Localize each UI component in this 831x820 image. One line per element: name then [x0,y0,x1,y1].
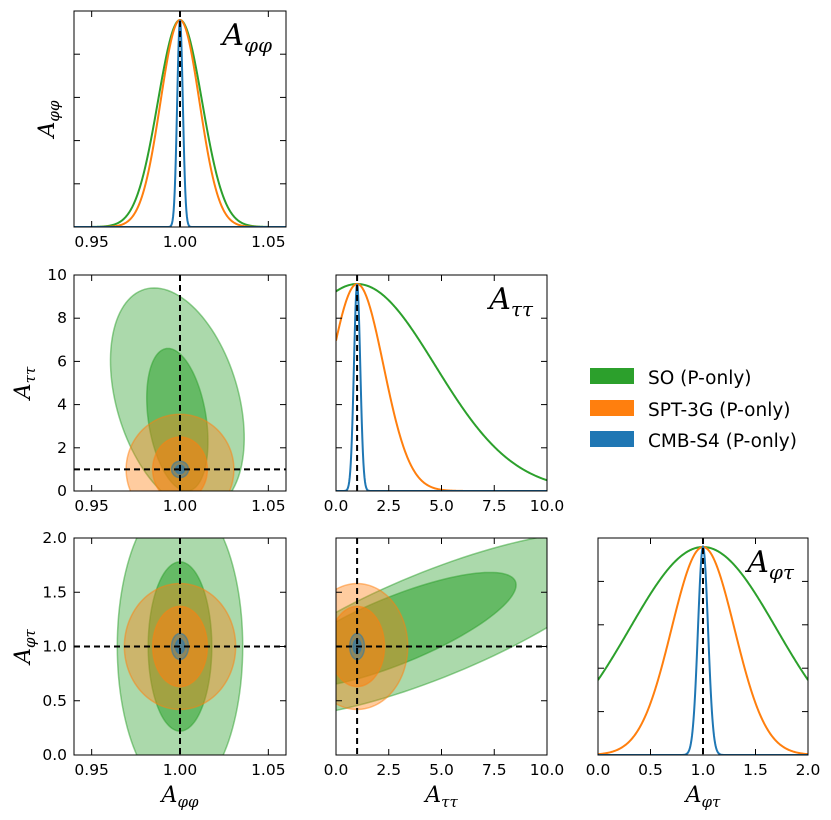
panel-phitau-vs-tautau: 0.0 2.5 5.0 7.5 10.0 Aττ [324,537,565,811]
x-tick-label: 0.95 [74,497,109,515]
legend: SO (P-only) SPT-3G (P-only) CMB-S4 (P-on… [590,368,797,452]
x-tick-label: 0.0 [586,761,611,779]
axes-frame [73,10,287,228]
legend-swatch-cmbs4 [590,431,634,447]
legend-swatch-so [590,368,634,384]
series-so [336,283,547,482]
panel-title: Aφφ [219,18,272,57]
x-axis-label: Aττ [423,783,458,811]
y-tick-label: 2.0 [42,529,67,547]
x-tick-label: 1.05 [251,233,286,251]
legend-label-so: SO (P-only) [648,368,752,389]
axes-frame [335,274,548,492]
axes-frame [597,537,809,756]
x-tick-label: 1.0 [691,761,716,779]
legend-label-cmbs4: CMB-S4 (P-only) [648,431,797,452]
x-tick-label: 5.0 [429,497,454,515]
x-tick-label: 1.05 [251,497,286,515]
panel-phitau-vs-phiphi: 0.95 1.00 1.05 0.0 0.5 1.0 1.5 2.0 Aφτ Aφφ [11,529,287,811]
x-tick-label: 1.00 [163,761,198,779]
y-axis-label: Aττ [11,366,39,401]
y-axis-label: Aφτ [11,628,39,665]
x-tick-label: 7.5 [482,497,507,515]
y-tick-label: 0.5 [42,692,67,710]
x-tick-label: 2.0 [796,761,821,779]
x-axis-label: Aφφ [160,783,199,811]
panel-title: Aφτ [744,545,795,584]
y-tick-label: 0.0 [42,746,67,764]
y-tick-label: 10 [47,266,67,284]
y-axis-label: Aφφ [35,100,63,139]
y-tick-label: 8 [57,309,67,327]
panel-phiphi-1d: 0.95 1.00 1.05 Aφφ Aφφ [35,10,287,251]
plot-area [336,538,547,755]
series-cmb-s4 [74,19,286,227]
legend-label-spt3g: SPT-3G (P-only) [648,400,791,421]
y-tick-label: 1.0 [42,638,67,656]
legend-swatch-spt3g [590,400,634,416]
panel-tautau-1d: 0.0 2.5 5.0 7.5 10.0 Aττ [324,274,565,515]
plot-area [598,538,808,755]
axes-frame [73,537,287,756]
panel-title: Aττ [486,282,534,321]
contour-spt-3g-1sigma [151,436,209,491]
y-tick-label: 0 [57,482,67,500]
plot-area [74,275,286,491]
axes-frame [335,537,548,756]
x-tick-label: 2.5 [376,497,401,515]
panel-phitau-1d: 0.0 0.5 1.0 1.5 2.0 Aφτ Aφτ [586,537,821,811]
x-tick-label: 0.5 [638,761,663,779]
series-cmb-s4 [598,544,808,755]
plot-area [74,538,286,755]
x-tick-label: 1.00 [163,233,198,251]
y-tick-label: 1.5 [42,583,67,601]
x-tick-label: 0.95 [74,233,109,251]
x-axis-label: Aφτ [684,783,721,811]
x-tick-label: 1.05 [251,761,286,779]
axes-frame [73,274,287,492]
y-tick-label: 2 [57,439,67,457]
y-tick-label: 4 [57,396,67,414]
x-tick-label: 0.0 [324,761,349,779]
x-tick-label: 10.0 [530,497,565,515]
x-tick-label: 5.0 [429,761,454,779]
panel-tautau-vs-phiphi: 0.95 1.00 1.05 0 2 4 6 8 10 Aττ [11,266,287,515]
x-tick-label: 1.5 [743,761,768,779]
x-tick-label: 0.0 [324,497,349,515]
y-tick-label: 6 [57,352,67,370]
x-tick-label: 1.00 [163,497,198,515]
x-tick-label: 7.5 [482,761,507,779]
x-tick-label: 0.95 [74,761,109,779]
x-tick-label: 10.0 [530,761,565,779]
x-tick-label: 2.5 [376,761,401,779]
